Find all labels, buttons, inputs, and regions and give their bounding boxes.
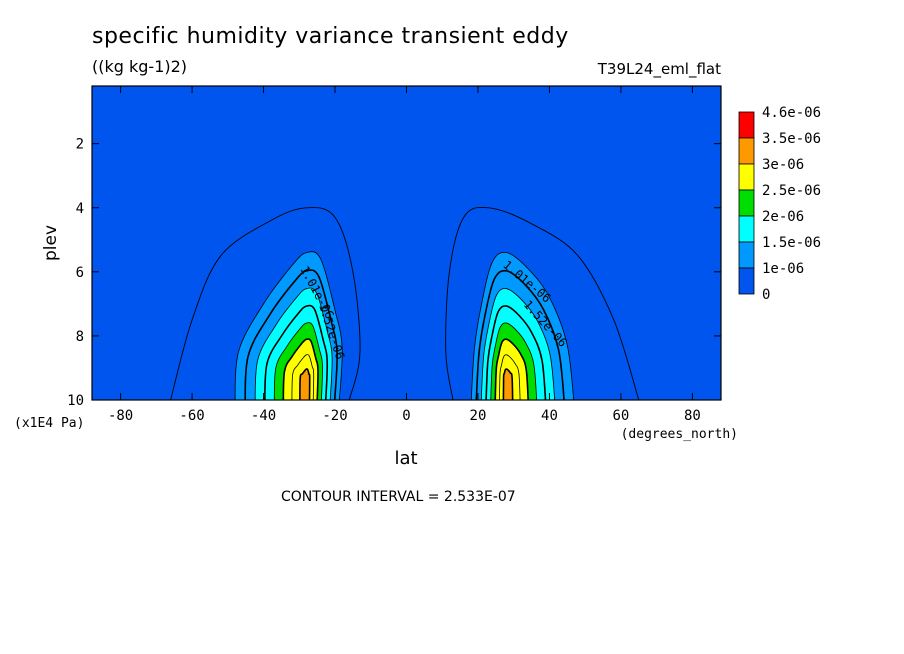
colorbar-swatch: [738, 267, 755, 295]
x-tick-label: -60: [179, 408, 204, 424]
x-tick-label: -80: [108, 408, 133, 424]
colorbar-swatch: [738, 137, 755, 165]
colorbar-label: 3e-06: [762, 157, 804, 173]
chart-units: ((kg kg-1)2): [92, 57, 188, 76]
colorbar-label: 3.5e-06: [762, 131, 821, 147]
colorbar-swatch: [738, 189, 755, 217]
colorbar-label: 2e-06: [762, 209, 804, 225]
y-axis-units: (x1E4 Pa): [14, 416, 84, 431]
contour-band-northern-7: [502, 368, 514, 400]
x-tick-label: 0: [402, 408, 410, 424]
colorbar-label: 0: [762, 287, 770, 303]
y-tick-label: 10: [67, 393, 84, 409]
x-tick-label: 80: [684, 408, 701, 424]
colorbar-swatch: [738, 241, 755, 269]
y-tick-label: 4: [76, 201, 84, 217]
contour-band-southern-7: [299, 368, 311, 400]
y-tick-label: 2: [76, 137, 84, 153]
colorbar-label: 2.5e-06: [762, 183, 821, 199]
outer-contour-southern: [170, 207, 361, 400]
contour-interval: CONTOUR INTERVAL = 2.533E-07: [281, 489, 516, 505]
y-tick-label: 6: [76, 265, 84, 281]
x-axis-units: (degrees_north): [621, 427, 738, 442]
plot-background: [92, 86, 721, 400]
chart-title: specific humidity variance transient edd…: [92, 24, 569, 49]
colorbar: 4.6e-06 3.5e-06 3e-06 2.5e-06 2e-06 1.5e-06 1e…: [738, 105, 821, 303]
colorbar-label: 4.6e-06: [762, 105, 821, 121]
y-axis-label: plev: [41, 225, 61, 261]
colorbar-swatch: [738, 111, 755, 139]
run-label: T39L24_eml_flat: [597, 60, 721, 78]
x-axis-label: lat: [394, 448, 417, 469]
outer-contour-northern: [445, 206, 640, 400]
x-tick-label: -20: [322, 408, 347, 424]
colorbar-swatch: [738, 215, 755, 243]
x-axis: -80 -60 -40 -20 0 20 40 60 80: [108, 86, 701, 424]
colorbar-label: 1e-06: [762, 261, 804, 277]
colorbar-swatch: [738, 163, 755, 191]
y-axis: 2 4 6 8 10: [67, 137, 721, 409]
x-tick-label: -40: [251, 408, 276, 424]
x-tick-label: 40: [541, 408, 558, 424]
colorbar-label: 1.5e-06: [762, 235, 821, 251]
x-tick-label: 60: [613, 408, 630, 424]
contour-field: [170, 206, 640, 400]
x-tick-label: 20: [470, 408, 487, 424]
y-tick-label: 8: [76, 329, 84, 345]
